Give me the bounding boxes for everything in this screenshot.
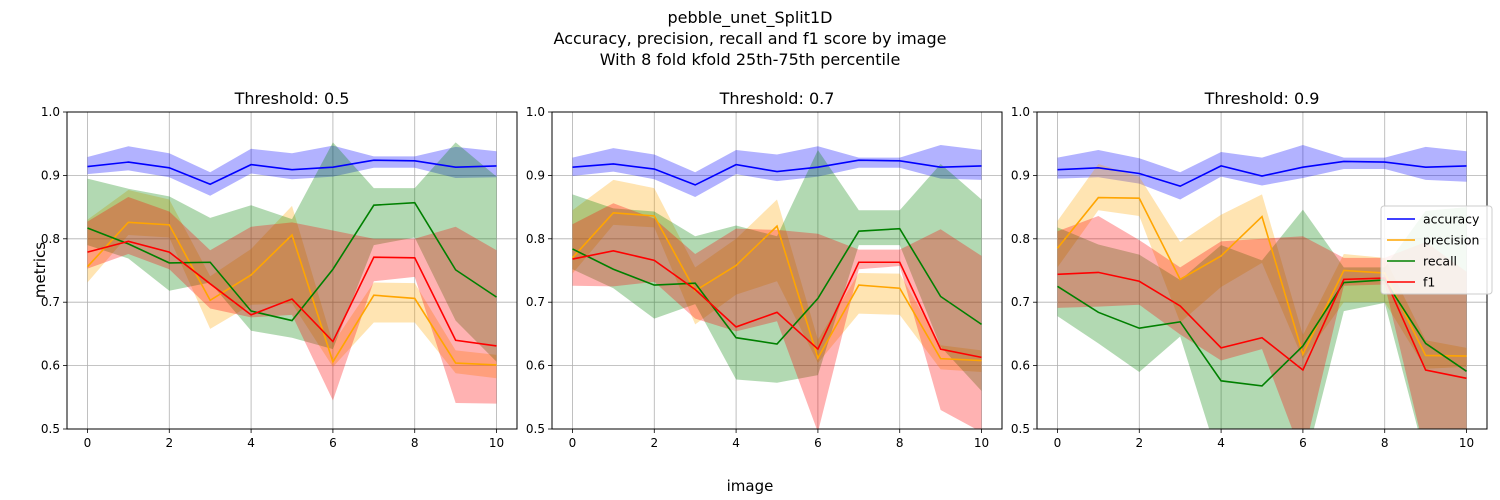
line-recall bbox=[87, 201, 497, 322]
y-tick-label: 0.5 bbox=[526, 422, 545, 436]
y-tick-label: 0.8 bbox=[526, 232, 545, 246]
line-f1 bbox=[87, 240, 497, 347]
x-tick-label: 4 bbox=[247, 436, 255, 450]
band-precision bbox=[572, 179, 982, 372]
x-tick-label: 4 bbox=[1217, 436, 1225, 450]
x-tick-label: 8 bbox=[896, 436, 904, 450]
band-f1 bbox=[87, 196, 497, 404]
x-tick-label: 8 bbox=[411, 436, 419, 450]
legend-box bbox=[1380, 205, 1493, 295]
legend-label-precision: precision bbox=[1423, 233, 1479, 248]
band-recall bbox=[1057, 207, 1467, 429]
figure-title-line-3: With 8 fold kfold 25th-75th percentile bbox=[600, 50, 901, 69]
band-precision bbox=[1057, 163, 1467, 369]
x-tick-label: 10 bbox=[974, 436, 989, 450]
chart-panel-2: 0 2 4 6 8 10 0.5 0.6 0.7 0.8 0.9 1.0 Threshold: 0.7 bbox=[526, 89, 1003, 450]
band-f1 bbox=[572, 203, 982, 429]
legend-label-f1: f1 bbox=[1423, 275, 1435, 290]
y-tick-label: 0.6 bbox=[41, 359, 60, 373]
band-recall bbox=[572, 150, 982, 391]
y-tick-label: 0.5 bbox=[41, 422, 60, 436]
line-accuracy bbox=[572, 159, 982, 186]
x-tick-label: 0 bbox=[569, 436, 577, 450]
x-tick-label: 8 bbox=[1381, 436, 1389, 450]
line-precision bbox=[86, 221, 497, 366]
legend-label-accuracy: accuracy bbox=[1423, 212, 1480, 227]
panel-title: Threshold: 0.7 bbox=[719, 89, 835, 108]
y-tick-label: 0.7 bbox=[41, 295, 60, 309]
band-f1 bbox=[1057, 215, 1467, 429]
x-tick-label: 2 bbox=[165, 436, 173, 450]
axes-frame bbox=[66, 111, 518, 430]
line-precision bbox=[571, 211, 982, 362]
y-tick-label: 0.8 bbox=[41, 232, 60, 246]
line-accuracy bbox=[87, 159, 497, 186]
x-axis-label: image bbox=[727, 477, 774, 495]
axes-frame bbox=[551, 111, 1003, 430]
y-tick-label: 0.9 bbox=[41, 168, 60, 182]
y-tick-label: 0.8 bbox=[1011, 232, 1030, 246]
chart-panel-1: 0 2 4 6 8 10 0.5 0.6 0.7 0.8 0.9 1.0 Threshold: 0.5 bbox=[41, 89, 518, 450]
plot-area bbox=[1056, 144, 1468, 429]
x-tick-label: 0 bbox=[84, 436, 92, 450]
y-tick-label: 1.0 bbox=[41, 105, 60, 119]
line-f1 bbox=[1057, 271, 1467, 380]
x-tick-label: 6 bbox=[329, 436, 337, 450]
line-recall bbox=[1057, 279, 1468, 387]
x-tick-label: 10 bbox=[489, 436, 504, 450]
y-tick-label: 0.7 bbox=[526, 295, 545, 309]
plot-area bbox=[571, 144, 983, 429]
band-accuracy bbox=[87, 145, 497, 196]
band-accuracy bbox=[1057, 144, 1467, 200]
band-recall bbox=[87, 142, 497, 362]
figure-title-line-1: pebble_unet_Split1D bbox=[668, 8, 833, 28]
y-tick-label: 0.6 bbox=[1011, 359, 1030, 373]
panel-title: Threshold: 0.5 bbox=[234, 89, 350, 108]
x-tick-label: 0 bbox=[1054, 436, 1062, 450]
y-tick-label: 0.9 bbox=[526, 168, 545, 182]
x-tick-label: 2 bbox=[650, 436, 658, 450]
x-tick-label: 10 bbox=[1459, 436, 1474, 450]
line-accuracy bbox=[1057, 160, 1467, 188]
x-tick-label: 6 bbox=[814, 436, 822, 450]
plot-area bbox=[86, 142, 497, 404]
figure-title-line-2: Accuracy, precision, recall and f1 score… bbox=[554, 29, 947, 48]
x-tick-label: 6 bbox=[1299, 436, 1307, 450]
y-tick-label: 0.9 bbox=[1011, 168, 1030, 182]
y-tick-label: 0.6 bbox=[526, 359, 545, 373]
line-recall bbox=[572, 227, 983, 345]
legend: accuracy precision recall f1 bbox=[1380, 205, 1493, 295]
line-f1 bbox=[572, 250, 982, 359]
x-tick-label: 4 bbox=[732, 436, 740, 450]
panel-title: Threshold: 0.9 bbox=[1204, 89, 1320, 108]
y-tick-label: 0.5 bbox=[1011, 422, 1030, 436]
y-axis-label: metrics bbox=[31, 242, 49, 298]
band-precision bbox=[87, 189, 497, 379]
x-tick-label: 2 bbox=[1135, 436, 1143, 450]
y-tick-label: 0.7 bbox=[1011, 295, 1030, 309]
legend-label-recall: recall bbox=[1423, 254, 1457, 269]
y-tick-label: 1.0 bbox=[1011, 105, 1030, 119]
y-tick-label: 1.0 bbox=[526, 105, 545, 119]
